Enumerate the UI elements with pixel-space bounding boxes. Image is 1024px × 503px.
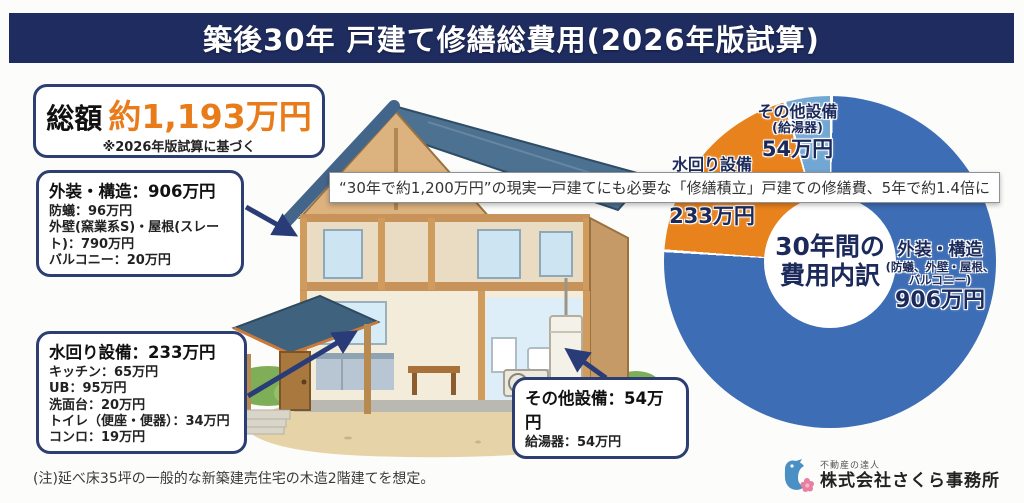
donut-center-title-line: 30年間の (775, 232, 885, 262)
donut-center: 30年間の 費用内訳 (764, 196, 896, 328)
water-line: コンロ：19万円 (49, 430, 146, 445)
news-headline-tooltip: “30年で約1,200万円”の現実一戸建てにも必要な「修繕積立」戸建ての修繕費、… (329, 172, 1000, 203)
header-bar: 築後30年 戸建て修繕総費用(2026年版試算) (9, 13, 1014, 63)
total-note: ※2026年版試算に基づく (102, 140, 256, 155)
total-amount: 約1,193万円 (108, 97, 312, 136)
water-line: 洗面台：20万円 (49, 397, 146, 413)
water-line: トイレ（便座・便器）：34万円 (49, 413, 230, 429)
dining-table (408, 366, 460, 373)
exterior-line: バルコニー：20万円 (49, 252, 171, 268)
other-line: 給湯器：54万円 (525, 435, 622, 450)
other-equipment-box: その他設備：54万円 給湯器：54万円 (512, 377, 689, 460)
water-line: UB：95万円 (49, 381, 127, 397)
logo-tagline: 不動産の達人 (820, 461, 881, 472)
page-title: 築後30年 戸建て修繕総費用(2026年版試算) (203, 23, 820, 57)
roof-edge (280, 100, 400, 228)
water-equipment-box: 水回り設備：233万円 キッチン：65万円 UB：95万円 洗面台：20万円 ト… (36, 331, 247, 455)
exterior-box-title: 外装・構造：906万円 (49, 182, 216, 201)
slice-label-exterior-structure: 外装・構造 (防蟻、外壁・屋根、 バルコニー) 906万円 (885, 240, 995, 314)
slice-label-other-equipment: その他設備 (給湯器) 54万円 (757, 102, 838, 161)
footnote: (注)延べ床35坪の一般的な新築建売住宅の木造2階建てを想定。 (33, 471, 435, 487)
donut-center-title-line: 費用内訳 (779, 261, 880, 290)
exterior-structure-box: 外装・構造：906万円 防蟻：96万円 外壁(窯業系S)・屋根(スレート)：79… (36, 170, 244, 277)
other-box-title: その他設備：54万円 (525, 389, 664, 432)
kitchen-counter (316, 359, 394, 390)
water-line: キッチン：65万円 (49, 365, 159, 380)
exterior-line: 防蟻：96万円 (49, 204, 133, 219)
side-wall (589, 216, 629, 402)
total-cost-box: 総額 約1,193万円 ※2026年版試算に基づく (33, 84, 325, 158)
total-label: 総額 (46, 102, 103, 135)
logo-company-name: 株式会社さくら事務所 (820, 471, 1000, 492)
exterior-line: 外壁(窯業系S)・屋根(スレート)：790万円 (49, 220, 220, 252)
sakura-bird-icon (784, 459, 814, 492)
steps (243, 426, 285, 435)
water-box-title: 水回り設備：233万円 (49, 343, 216, 362)
washbasin (491, 337, 517, 373)
company-logo: 不動産の達人 株式会社さくら事務所 (780, 455, 1000, 493)
